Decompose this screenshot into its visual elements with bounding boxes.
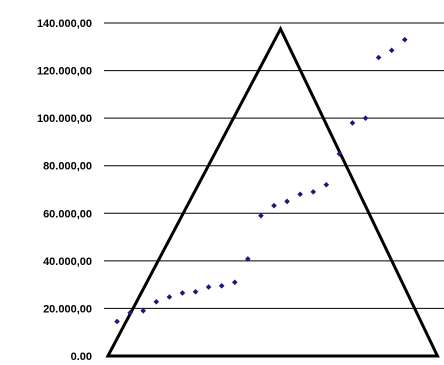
y-tick-label: 0.00 (71, 351, 92, 363)
data-point (140, 308, 147, 314)
y-tick-label: 100.000,00 (37, 113, 92, 125)
y-tick-label: 60.000,00 (43, 208, 92, 220)
data-point (349, 120, 356, 126)
data-point (231, 279, 238, 286)
y-tick-label: 20.000,00 (43, 303, 92, 315)
data-point (271, 202, 277, 209)
data-point (179, 290, 186, 296)
data-point (401, 36, 408, 43)
data-point (388, 47, 395, 54)
data-points (114, 36, 408, 325)
data-point (205, 284, 212, 290)
data-point (153, 298, 160, 305)
data-point (192, 288, 199, 295)
data-point (323, 181, 330, 188)
y-tick-label: 80.000,00 (43, 161, 92, 173)
data-point (375, 54, 382, 61)
y-tick-label: 140.000,00 (37, 18, 92, 30)
data-point (362, 115, 369, 121)
gridlines (104, 22, 444, 309)
data-point (258, 212, 264, 219)
y-tick-label: 40.000,00 (43, 256, 92, 268)
y-tick-label: 120.000,00 (37, 66, 92, 78)
data-point (245, 256, 251, 262)
triangle-overlay (105, 25, 440, 358)
triangle-shape (105, 25, 440, 358)
data-point (284, 198, 290, 205)
data-point (114, 318, 120, 325)
data-point (218, 283, 225, 289)
data-point (127, 309, 133, 316)
data-point (310, 189, 317, 195)
data-point (166, 294, 173, 300)
data-point (297, 191, 303, 198)
axis-labels: 0.00 20.000,00 40.000,00 60.000,00 80.000,00… (37, 18, 92, 363)
data-point (336, 151, 343, 157)
